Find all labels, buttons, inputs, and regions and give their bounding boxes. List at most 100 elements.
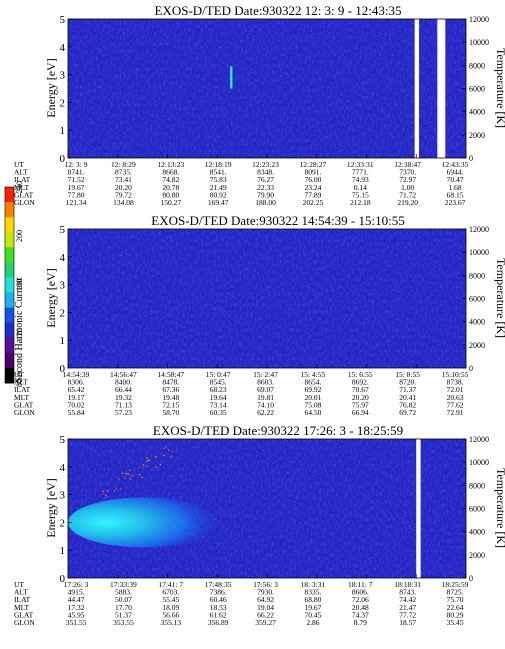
panel-1-spike bbox=[230, 66, 233, 89]
colorbar-tick-label: 80 bbox=[15, 379, 24, 387]
panel-2-row-value: 15: 6:55 bbox=[348, 370, 373, 379]
panel-3-ytick-label: 4 bbox=[60, 462, 66, 474]
panel-3-dot bbox=[122, 472, 124, 474]
panel-3-row-value: 72.06 bbox=[352, 595, 369, 604]
panel-3-title: EXOS-D/TED Date:930322 17:26: 3 - 18:25:… bbox=[153, 423, 403, 438]
panel-3-dot bbox=[105, 494, 107, 497]
panel-3-row-value: 60.46 bbox=[210, 595, 227, 604]
panel-2-row-value: 20.01 bbox=[304, 393, 321, 402]
panel-3-dot bbox=[126, 473, 128, 475]
panel-1-row-value: 134.08 bbox=[113, 198, 134, 207]
panel-1-y2tick-label: 0 bbox=[469, 154, 473, 163]
panel-2-row-value: 14:54:39 bbox=[63, 370, 90, 379]
panel-2-ytick-label: 5 bbox=[60, 224, 66, 236]
panel-2-row-value: 69.72 bbox=[399, 408, 416, 417]
panel-2-row-label: ILAT bbox=[14, 385, 31, 394]
panel-1-row-value: 74.82 bbox=[162, 175, 179, 184]
panel-2-row-value: 71.37 bbox=[399, 385, 416, 394]
panel-2-row-value: 72.15 bbox=[162, 400, 179, 409]
panel-1-row-value: 12:43:35 bbox=[442, 160, 469, 169]
panel-3-dot bbox=[155, 455, 157, 458]
panel-1-row-value: 77.80 bbox=[68, 190, 85, 199]
colorbar-frame bbox=[4, 186, 15, 384]
panel-2-row-label: ALT bbox=[14, 378, 28, 387]
panel-2-row-value: 19.32 bbox=[115, 393, 132, 402]
panel-3-dot bbox=[170, 456, 172, 458]
panel-3-row-value: 44.47 bbox=[68, 595, 85, 604]
panel-1-row-value: 150.27 bbox=[160, 198, 181, 207]
panel-2-row-value: 76.82 bbox=[399, 400, 416, 409]
panel-1-row-value: 188.00 bbox=[255, 198, 276, 207]
panel-3-dot bbox=[163, 454, 165, 457]
panel-1-row-value: 8348. bbox=[257, 168, 274, 177]
panel-3-row-value: 8.79 bbox=[354, 618, 367, 627]
panel-1-row-value: 71.72 bbox=[399, 190, 416, 199]
panel-3-row-value: 18:25:59 bbox=[442, 580, 469, 589]
panel-3-row-value: 21.47 bbox=[399, 603, 416, 612]
panel-1-row-value: 74.93 bbox=[352, 175, 369, 184]
panel-2-row-value: 69.07 bbox=[257, 385, 274, 394]
panel-2-title: EXOS-D/TED Date:930322 14:54:39 - 15:10:… bbox=[151, 213, 404, 228]
panel-2-row-value: 66.44 bbox=[115, 385, 132, 394]
panel-1-row-label: UT bbox=[14, 160, 24, 169]
panel-1-row-value: 169.47 bbox=[208, 198, 229, 207]
panel-3-row-value: 18:11: 7 bbox=[348, 580, 373, 589]
panel-3-dot bbox=[125, 473, 127, 475]
panel-3-dot bbox=[104, 494, 106, 496]
panel-1-row-value: 12:13:23 bbox=[157, 160, 184, 169]
panel-1-row-label: MLT bbox=[14, 183, 30, 192]
panel-2-y2tick-label: 4000 bbox=[469, 318, 485, 327]
panel-3-ytick-label: 3 bbox=[60, 490, 66, 502]
panel-1-tint bbox=[68, 19, 466, 158]
panel-2-row-value: 71.13 bbox=[115, 400, 132, 409]
panel-3-dot bbox=[132, 475, 134, 477]
panel-2-row-value: 8400. bbox=[115, 378, 132, 387]
panel-3-row-value: 356.89 bbox=[208, 618, 229, 627]
panel-1-data-gap bbox=[437, 19, 446, 158]
panel-3-row-value: 7930. bbox=[257, 588, 274, 597]
panel-3-row-label: ILAT bbox=[14, 595, 31, 604]
panel-1-row-value: 12:23:23 bbox=[252, 160, 279, 169]
panel-1-row-value: 21.49 bbox=[210, 183, 227, 192]
panel-3-dot bbox=[127, 473, 130, 475]
panel-2-row-value: 20.63 bbox=[447, 393, 464, 402]
panel-3-data-gap bbox=[416, 439, 421, 578]
panel-3-row-value: 17.32 bbox=[68, 603, 85, 612]
panel-3-dot bbox=[141, 476, 143, 478]
colorbar-swatch bbox=[5, 202, 14, 218]
panel-3-dot bbox=[142, 466, 144, 468]
panel-3-dot bbox=[155, 456, 157, 458]
panel-2-row-value: 68.23 bbox=[210, 385, 227, 394]
panel-2-row-value: 15: 4:55 bbox=[300, 370, 325, 379]
panel-2-row-value: 67.36 bbox=[162, 385, 179, 394]
colorbar-swatch bbox=[5, 232, 14, 248]
panel-1-row-value: 80.80 bbox=[162, 190, 179, 199]
panel-3-y2tick-label: 12000 bbox=[469, 435, 489, 444]
panel-1-row-value: 76.00 bbox=[304, 175, 321, 184]
panel-2-row-value: 20.20 bbox=[352, 393, 369, 402]
panel-3-row-value: 17:56: 3 bbox=[253, 580, 278, 589]
panel-3-row-value: 18: 3:31 bbox=[300, 580, 325, 589]
panel-3-dot bbox=[107, 490, 109, 492]
panel-3-row-value: 74.37 bbox=[352, 610, 369, 619]
panel-3-row-value: 353.55 bbox=[113, 618, 134, 627]
panel-1-row-value: 121.34 bbox=[66, 198, 87, 207]
panel-2-row-value: 19.81 bbox=[257, 393, 274, 402]
panel-3-y2tick-label: 6000 bbox=[469, 505, 485, 514]
panel-2-row-value: 77.62 bbox=[447, 400, 464, 409]
panel-1-row-value: 22.33 bbox=[257, 183, 274, 192]
colorbar-swatch bbox=[5, 307, 14, 324]
panel-2-row-value: 69.92 bbox=[304, 385, 321, 394]
colorbar: 80 120 160 200 240 bbox=[4, 181, 24, 387]
panel-3-ytick-label: 0 bbox=[60, 573, 66, 585]
panel-2-row-value: 14:58:47 bbox=[157, 370, 184, 379]
panel-3-row-value: 22.64 bbox=[447, 603, 464, 612]
panel-1-row-value: 8541. bbox=[210, 168, 227, 177]
panel-1-row-value: 68.15 bbox=[447, 190, 464, 199]
panel-2-noise bbox=[68, 229, 466, 368]
panel-3-row-value: 64.92 bbox=[257, 595, 274, 604]
panel-3-dot bbox=[113, 490, 115, 492]
panel-3-ytick-label: 1 bbox=[60, 545, 66, 557]
panel-3-dot bbox=[129, 469, 131, 472]
